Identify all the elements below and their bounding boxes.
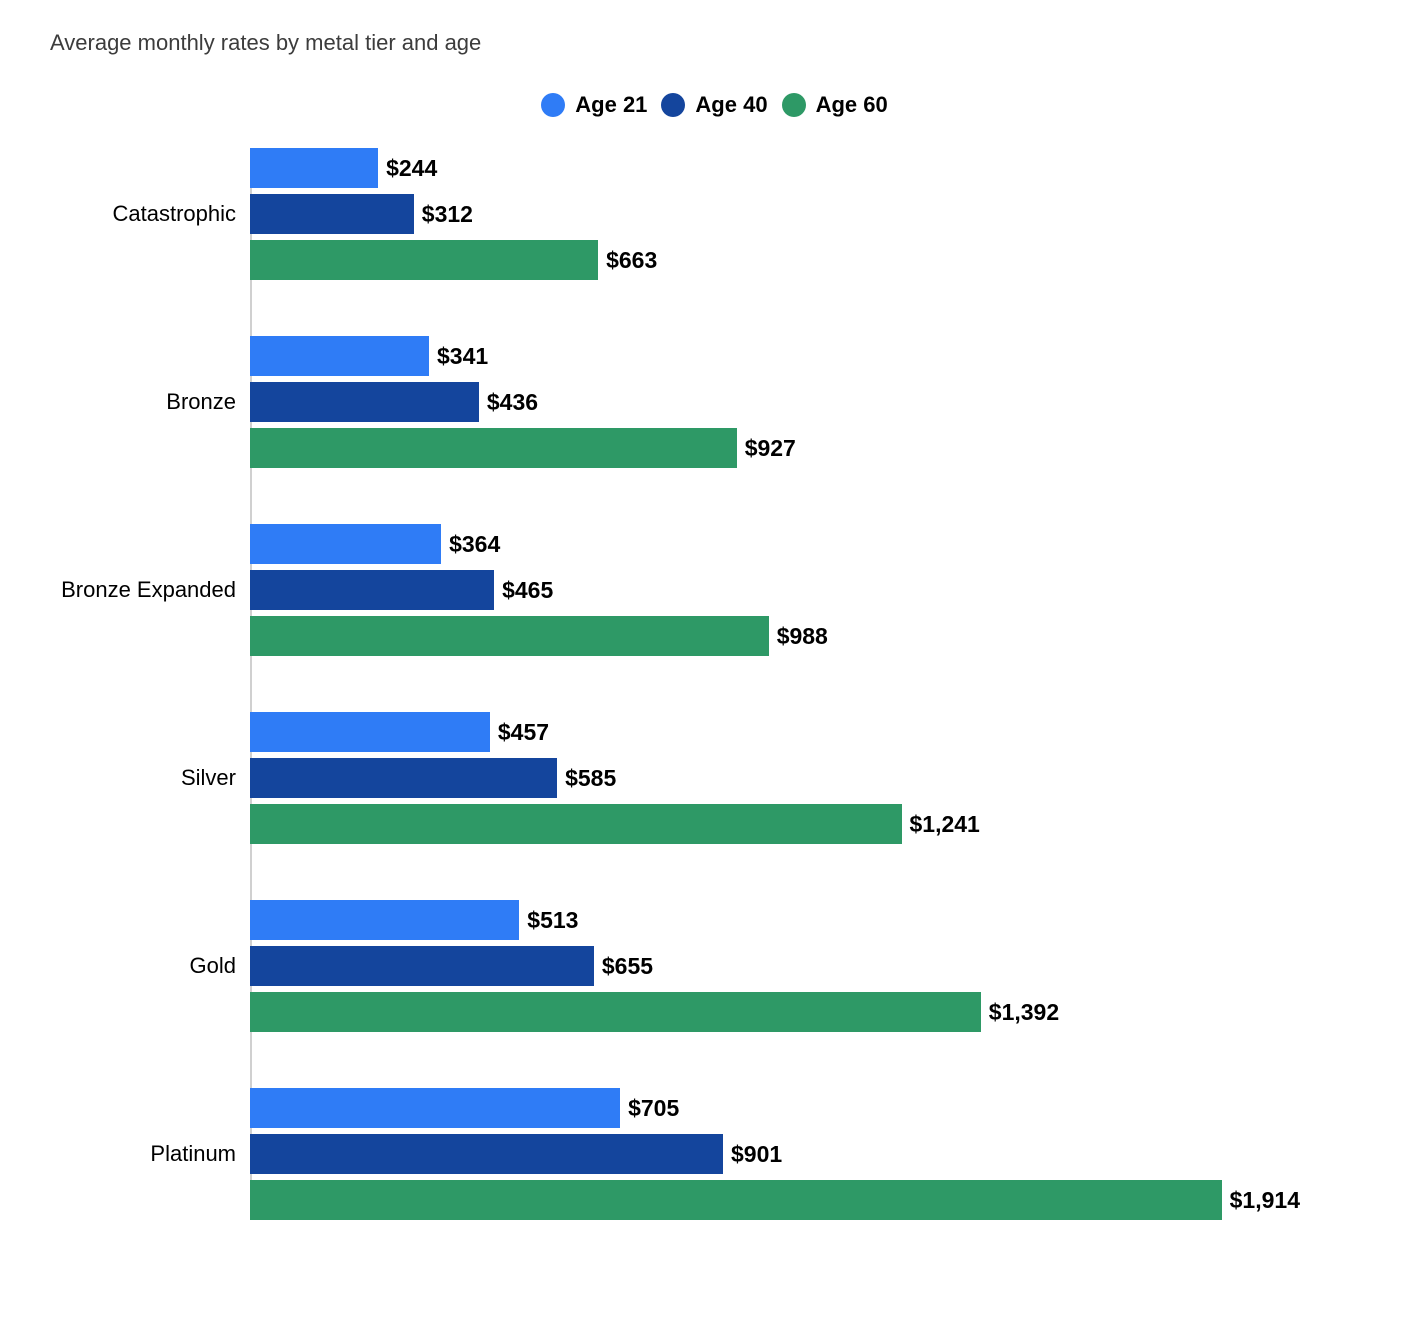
- bar-value-label: $705: [628, 1095, 679, 1122]
- bar-group-catastrophic: Catastrophic $244 $312 $663: [250, 148, 1300, 280]
- bar-age21: [250, 336, 429, 376]
- bar-group-bronze: Bronze $341 $436 $927: [250, 336, 1300, 468]
- bar-age21: [250, 524, 441, 564]
- category-label: Bronze Expanded: [61, 577, 236, 603]
- chart-plot-area: Catastrophic $244 $312 $663 Bronze $341: [250, 148, 1300, 1220]
- bar-row: $585: [250, 758, 1300, 798]
- bar-value-label: $1,914: [1230, 1187, 1300, 1214]
- bar-value-label: $663: [606, 247, 657, 274]
- category-label: Platinum: [150, 1141, 236, 1167]
- bar-age40: [250, 758, 557, 798]
- category-label: Gold: [190, 953, 236, 979]
- y-axis-line: [250, 148, 252, 1220]
- bar-row: $988: [250, 616, 1300, 656]
- bar-row: $1,914: [250, 1180, 1300, 1220]
- bar-value-label: $465: [502, 577, 553, 604]
- bar-age60: [250, 240, 598, 280]
- bar-group-bronze-expanded: Bronze Expanded $364 $465 $988: [250, 524, 1300, 656]
- bar-row: $312: [250, 194, 1300, 234]
- bar-age21: [250, 712, 490, 752]
- bar-group-gold: Gold $513 $655 $1,392: [250, 900, 1300, 1032]
- bar-age21: [250, 148, 378, 188]
- bar-value-label: $988: [777, 623, 828, 650]
- bar-row: $705: [250, 1088, 1300, 1128]
- bar-age40: [250, 382, 479, 422]
- legend-label-age60: Age 60: [816, 92, 888, 118]
- bar-row: $436: [250, 382, 1300, 422]
- bar-value-label: $436: [487, 389, 538, 416]
- bar-age40: [250, 946, 594, 986]
- bar-age21: [250, 1088, 620, 1128]
- category-label: Silver: [181, 765, 236, 791]
- legend-item-age60: Age 60: [782, 92, 888, 118]
- bar-group-silver: Silver $457 $585 $1,241: [250, 712, 1300, 844]
- bar-row: $663: [250, 240, 1300, 280]
- bar-age60: [250, 616, 769, 656]
- bar-value-label: $1,241: [910, 811, 980, 838]
- bar-row: $901: [250, 1134, 1300, 1174]
- legend-swatch-age40: [661, 93, 685, 117]
- legend-label-age40: Age 40: [695, 92, 767, 118]
- category-label: Catastrophic: [112, 201, 236, 227]
- bar-row: $1,392: [250, 992, 1300, 1032]
- bar-age60: [250, 992, 981, 1032]
- legend-swatch-age21: [541, 93, 565, 117]
- bar-value-label: $312: [422, 201, 473, 228]
- bar-age40: [250, 1134, 723, 1174]
- bar-row: $465: [250, 570, 1300, 610]
- bar-value-label: $901: [731, 1141, 782, 1168]
- bar-value-label: $341: [437, 343, 488, 370]
- bar-age60: [250, 1180, 1222, 1220]
- bar-age21: [250, 900, 519, 940]
- legend-item-age40: Age 40: [661, 92, 767, 118]
- bar-value-label: $655: [602, 953, 653, 980]
- bar-row: $655: [250, 946, 1300, 986]
- bar-value-label: $1,392: [989, 999, 1059, 1026]
- bar-age60: [250, 428, 737, 468]
- bar-row: $341: [250, 336, 1300, 376]
- chart-legend: Age 21 Age 40 Age 60: [50, 92, 1379, 118]
- bar-age40: [250, 570, 494, 610]
- bar-group-platinum: Platinum $705 $901 $1,914: [250, 1088, 1300, 1220]
- chart-container: Average monthly rates by metal tier and …: [0, 0, 1419, 1266]
- chart-title: Average monthly rates by metal tier and …: [50, 30, 1379, 56]
- bar-row: $457: [250, 712, 1300, 752]
- bar-age60: [250, 804, 902, 844]
- bar-row: $1,241: [250, 804, 1300, 844]
- bar-row: $513: [250, 900, 1300, 940]
- bar-value-label: $513: [527, 907, 578, 934]
- bar-value-label: $244: [386, 155, 437, 182]
- legend-label-age21: Age 21: [575, 92, 647, 118]
- bar-row: $364: [250, 524, 1300, 564]
- bar-age40: [250, 194, 414, 234]
- bar-value-label: $585: [565, 765, 616, 792]
- legend-item-age21: Age 21: [541, 92, 647, 118]
- bar-row: $927: [250, 428, 1300, 468]
- category-label: Bronze: [166, 389, 236, 415]
- bar-value-label: $927: [745, 435, 796, 462]
- bar-row: $244: [250, 148, 1300, 188]
- legend-swatch-age60: [782, 93, 806, 117]
- bar-value-label: $364: [449, 531, 500, 558]
- bar-value-label: $457: [498, 719, 549, 746]
